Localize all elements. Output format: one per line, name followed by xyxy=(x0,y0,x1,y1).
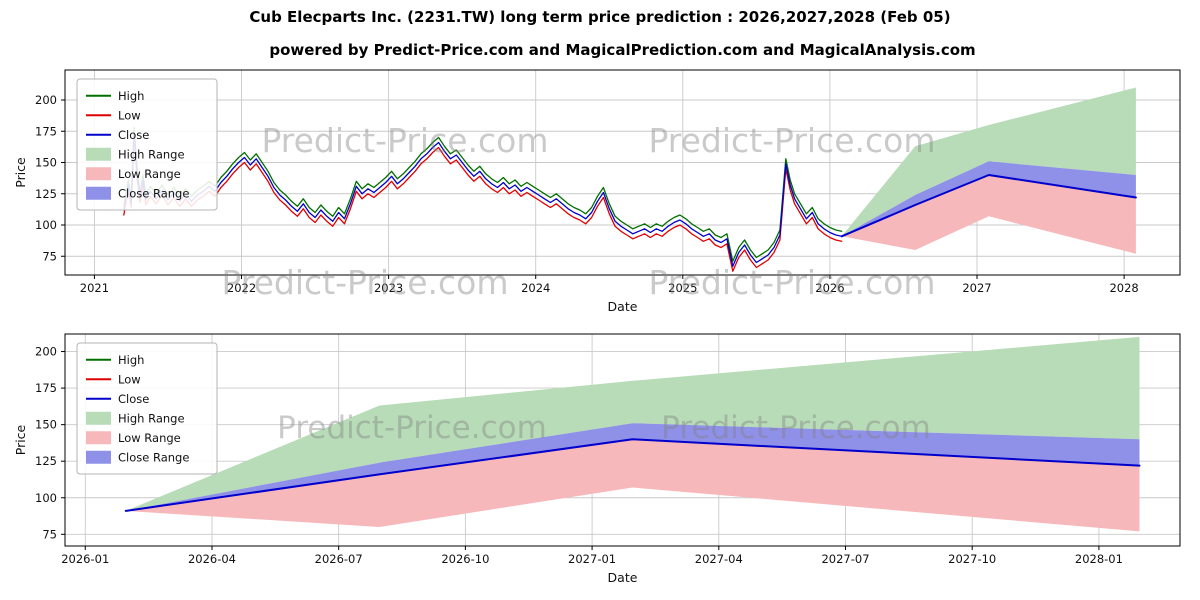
high-line xyxy=(123,126,843,262)
x-tick-label: 2026-01 xyxy=(61,552,109,566)
forecast-close-line xyxy=(840,174,1137,238)
y-tick-label: 175 xyxy=(35,124,57,138)
x-tick-label: 2027-07 xyxy=(821,552,869,566)
y-tick-label: 200 xyxy=(35,345,57,359)
legend-label: High Range xyxy=(118,411,185,425)
legend-label: Close Range xyxy=(118,450,189,464)
x-tick-label: 2026-04 xyxy=(188,552,236,566)
legend-box xyxy=(76,78,218,211)
y-axis-label: Price xyxy=(13,157,28,188)
watermark-text: Predict-Price.com xyxy=(661,410,931,446)
legend-label: High xyxy=(118,353,144,367)
high-range-band xyxy=(125,336,1140,511)
x-tick-label: 2025 xyxy=(668,281,697,295)
y-tick-label: 125 xyxy=(35,187,57,201)
legend-swatch-low_range xyxy=(86,167,111,181)
watermarks: Predict-Price.com Predict-Price.com Predic… xyxy=(221,121,935,446)
legend-swatch-high_range xyxy=(86,147,111,161)
low-range-band xyxy=(125,439,1140,532)
y-tick-label: 150 xyxy=(35,156,57,170)
watermark-text: Predict-Price.com xyxy=(648,263,935,302)
x-tick-label: 2027-01 xyxy=(568,552,616,566)
y-tick-label: 100 xyxy=(35,218,57,232)
y-tick-label: 75 xyxy=(42,249,57,263)
legend: High Low Close High Range Low Range Close Ran… xyxy=(76,342,218,475)
legend-label: High xyxy=(118,89,144,103)
x-tick-label: 2027 xyxy=(962,281,991,295)
y-tick-label: 100 xyxy=(35,491,57,505)
x-axis-label: Date xyxy=(608,299,638,314)
legend-label: Low xyxy=(118,108,141,122)
watermark-text: Predict-Price.com xyxy=(277,410,547,446)
x-tick-label: 2026-07 xyxy=(315,552,363,566)
x-tick-label: 2027-04 xyxy=(695,552,743,566)
legend: High Low Close High Range Low Range Close Ran… xyxy=(76,78,218,211)
x-axis-label: Date xyxy=(608,570,638,585)
legend-swatch-low_range xyxy=(86,431,111,445)
y-tick-label: 75 xyxy=(42,527,57,541)
legend-label: Close Range xyxy=(118,186,189,200)
y-tick-label: 175 xyxy=(35,381,57,395)
figure-title: Cub Elecparts Inc. (2231.TW) long term p… xyxy=(249,8,951,26)
x-tick-label: 2026-10 xyxy=(441,552,489,566)
watermark-text: Predict-Price.com xyxy=(221,263,508,302)
legend-label: Low Range xyxy=(118,167,181,181)
powered-by-subtitle: powered by Predict-Price.com and Magical… xyxy=(269,41,976,59)
low-line xyxy=(123,136,843,272)
legend-label: Low xyxy=(118,372,141,386)
x-tick-label: 2022 xyxy=(227,281,256,295)
legend-label: High Range xyxy=(118,147,185,161)
watermark-text: Predict-Price.com xyxy=(261,121,548,160)
legend-swatch-close_range xyxy=(86,186,111,200)
y-tick-label: 150 xyxy=(35,418,57,432)
x-tick-label: 2021 xyxy=(80,281,109,295)
forecast-detail-chart: 2026-01 2026-04 2026-07 2026-10 2027-01 2027-… xyxy=(13,333,1181,585)
tick-marks xyxy=(61,351,1100,550)
legend-label: Close xyxy=(118,392,149,406)
close-line xyxy=(123,131,843,267)
legend-label: Low Range xyxy=(118,431,181,445)
low-range-band xyxy=(841,175,1136,254)
y-tick-label: 125 xyxy=(35,454,57,468)
x-tick-label: 2027-10 xyxy=(948,552,996,566)
x-tick-label: 2026 xyxy=(815,281,844,295)
tick-marks xyxy=(61,99,1125,279)
legend-swatch-close_range xyxy=(86,450,111,464)
plot-border xyxy=(64,333,1181,547)
close-range-band xyxy=(841,161,1136,237)
y-axis-label: Price xyxy=(13,424,28,455)
watermark-text: Predict-Price.com xyxy=(648,121,935,160)
x-tick-label: 2028 xyxy=(1109,281,1138,295)
legend-swatch-high_range xyxy=(86,411,111,425)
close-range-band xyxy=(125,423,1140,511)
x-tick-label: 2028-01 xyxy=(1075,552,1123,566)
x-tick-label: 2024 xyxy=(521,281,550,295)
high-range-band xyxy=(841,87,1136,237)
history-forecast-chart: 2021 2022 2023 2024 2025 2026 2027 2028 75 100 125… xyxy=(13,69,1181,314)
legend-label: Close xyxy=(118,128,149,142)
plot-border xyxy=(64,69,1181,276)
y-tick-label: 200 xyxy=(35,93,57,107)
forecast-close-line xyxy=(124,438,1141,512)
x-tick-label: 2023 xyxy=(374,281,403,295)
legend-box xyxy=(76,342,218,475)
